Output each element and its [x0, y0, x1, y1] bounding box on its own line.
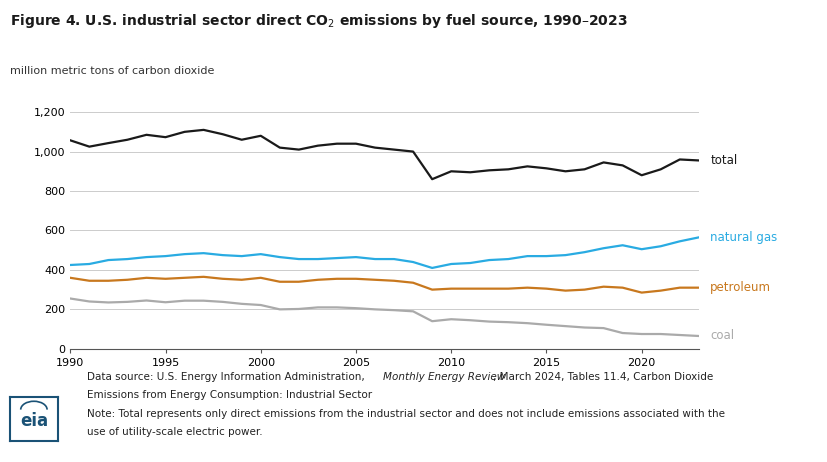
Text: Figure 4. U.S. industrial sector direct CO$_2$ emissions by fuel source, 1990–20: Figure 4. U.S. industrial sector direct … — [10, 12, 628, 30]
Text: natural gas: natural gas — [710, 231, 777, 244]
Text: petroleum: petroleum — [710, 281, 772, 294]
Text: , March 2024, Tables 11.4, Carbon Dioxide: , March 2024, Tables 11.4, Carbon Dioxid… — [493, 372, 713, 382]
Text: coal: coal — [710, 329, 734, 342]
Text: Data source: U.S. Energy Information Administration,: Data source: U.S. Energy Information Adm… — [87, 372, 368, 382]
Text: Monthly Energy Review: Monthly Energy Review — [383, 372, 505, 382]
Text: total: total — [710, 154, 738, 167]
Text: eia: eia — [20, 413, 48, 431]
Text: million metric tons of carbon dioxide: million metric tons of carbon dioxide — [10, 66, 214, 76]
Text: use of utility-scale electric power.: use of utility-scale electric power. — [87, 427, 262, 438]
Text: Note: Total represents only direct emissions from the industrial sector and does: Note: Total represents only direct emiss… — [87, 409, 724, 419]
Text: Emissions from Energy Consumption: Industrial Sector: Emissions from Energy Consumption: Indus… — [87, 390, 372, 401]
